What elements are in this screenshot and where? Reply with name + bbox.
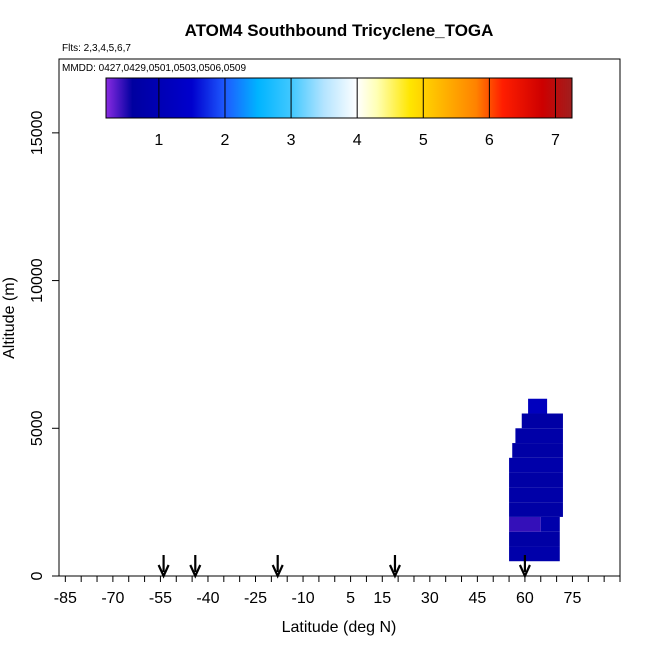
x-tick-label: 60 [516,590,534,607]
x-tick-label: -85 [54,590,77,607]
heatmap-cell [521,413,563,429]
flight-arrows [157,555,531,579]
x-tick-label: 30 [421,590,439,607]
y-tick-label: 0 [29,571,46,580]
colorbar-tick-label: 1 [154,132,163,149]
x-tick-label: -25 [244,590,267,607]
flight-arrow-head [189,564,202,579]
heatmap-cells [509,398,563,562]
heatmap-cell [540,516,560,532]
y-axis-title: Altitude (m) [1,277,18,359]
colorbar: 1 2 3 4 5 6 7 [105,77,573,149]
heatmap-cell [509,546,560,562]
heatmap-cell [509,502,563,517]
heatmap-cell [528,398,548,414]
x-tick-label: 45 [468,590,486,607]
heatmap-cell [509,516,541,532]
x-axis: -85 -70 -55 -40 -25 -10 5 15 30 45 60 75 [54,576,621,607]
x-tick-label: -55 [149,590,172,607]
colorbar-tick-label: 4 [353,132,362,149]
heatmap-cell [509,531,560,547]
x-tick-label: 15 [373,590,391,607]
plot-frame [58,58,621,577]
heatmap-cell [509,457,563,473]
colorbar-ticks: 1 2 3 4 5 6 7 [154,78,560,149]
x-tick-label: -40 [196,590,219,607]
heatmap-cell [509,487,563,503]
colorbar-tick-label: 5 [419,132,428,149]
colorbar-tick-label: 6 [485,132,494,149]
y-axis: 0 5000 10000 15000 [29,111,59,580]
colorbar-gradient [105,77,573,119]
x-tick-label: -10 [291,590,314,607]
flights-note: Flts: 2,3,4,5,6,7 [62,43,131,54]
y-tick-label: 10000 [29,258,46,303]
heatmap-cell [509,472,563,488]
heatmap-cell [515,428,563,444]
x-tick-label: -70 [101,590,124,607]
colorbar-tick-label: 2 [221,132,230,149]
y-tick-label: 15000 [29,111,46,156]
dates-note: MMDD: 0427,0429,0501,0503,0506,0509 [62,63,246,74]
colorbar-tick-label: 7 [551,132,560,149]
x-tick-label: 5 [346,590,355,607]
colorbar-tick-label: 3 [287,132,296,149]
flight-arrow-head [157,564,170,579]
flight-arrow-head [271,564,284,579]
x-tick-label: 75 [564,590,582,607]
heatmap-cell [512,443,563,458]
flight-arrow-head [388,564,401,579]
chart-title: ATOM4 Southbound Tricyclene_TOGA [185,21,494,40]
x-axis-title: Latitude (deg N) [282,619,397,636]
y-tick-label: 5000 [29,410,46,446]
